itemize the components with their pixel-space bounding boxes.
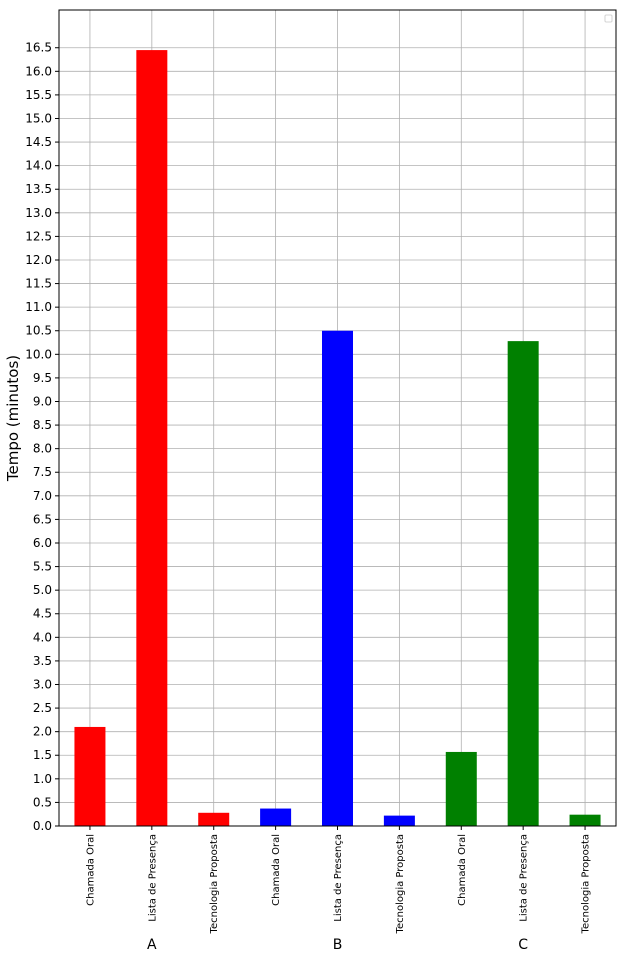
y-tick-label: 16.0 <box>25 64 52 78</box>
y-tick-label: 6.5 <box>33 512 52 526</box>
y-tick-label: 13.5 <box>25 182 52 196</box>
bar <box>198 812 230 826</box>
y-tick-label: 13.0 <box>25 206 52 220</box>
y-tick-label: 12.0 <box>25 253 52 267</box>
bar <box>383 815 415 826</box>
y-tick-label: 5.0 <box>33 583 52 597</box>
y-tick-label: 2.5 <box>33 701 52 715</box>
x-tick-label: Lista de Presença <box>147 834 158 922</box>
y-tick-label: 4.5 <box>33 607 52 621</box>
y-tick-label: 11.5 <box>25 277 52 291</box>
y-tick-label: 1.0 <box>33 772 52 786</box>
y-tick-label: 14.5 <box>25 135 52 149</box>
legend-box <box>604 14 613 23</box>
y-tick-label: 10.5 <box>25 324 52 338</box>
group-labels: A B C <box>147 937 528 953</box>
y-tick-label: 8.0 <box>33 442 52 456</box>
y-tick-label: 4.0 <box>33 630 52 644</box>
y-tick-label: 2.0 <box>33 725 52 739</box>
y-axis-ticks: 0.0 0.5 1.0 1.5 2.0 2.5 3.0 3.5 4.0 4.5 5.0 5.5 6.0 6… <box>25 41 59 833</box>
bars-layer <box>74 50 601 827</box>
x-tick-label: Chamada Oral <box>271 834 282 906</box>
x-tick-label: Lista de Presença <box>333 834 344 922</box>
y-tick-label: 15.5 <box>25 88 52 102</box>
bar <box>445 751 477 826</box>
group-label: C <box>518 937 528 953</box>
y-tick-label: 12.5 <box>25 229 52 243</box>
y-tick-label: 3.5 <box>33 654 52 668</box>
x-tick-label: Tecnologia Proposta <box>395 834 406 934</box>
x-tick-label: Tecnologia Proposta <box>581 834 592 934</box>
bar <box>569 814 601 826</box>
y-tick-label: 1.5 <box>33 748 52 762</box>
bar <box>74 726 106 826</box>
y-tick-label: 8.5 <box>33 418 52 432</box>
bar <box>136 50 168 827</box>
y-tick-label: 9.5 <box>33 371 52 385</box>
y-tick-label: 0.0 <box>33 819 52 833</box>
y-tick-label: 11.0 <box>25 300 52 314</box>
y-tick-label: 7.0 <box>33 489 52 503</box>
bar <box>322 330 353 826</box>
x-tick-label: Chamada Oral <box>457 834 468 906</box>
x-tick-label: Tecnologia Proposta <box>209 834 220 934</box>
y-tick-label: 7.5 <box>33 465 52 479</box>
y-tick-label: 15.0 <box>25 111 52 125</box>
y-axis-label: Tempo (minutos) <box>4 355 22 482</box>
y-tick-label: 10.0 <box>25 347 52 361</box>
x-axis-ticks: Chamada Oral Lista de Presença Tecnologia … <box>85 826 592 934</box>
y-tick-label: 6.0 <box>33 536 52 550</box>
y-tick-label: 14.0 <box>25 159 52 173</box>
y-tick-label: 5.5 <box>33 560 52 574</box>
bar <box>507 341 539 826</box>
bar <box>260 808 292 826</box>
x-tick-label: Chamada Oral <box>85 834 96 906</box>
y-tick-label: 0.5 <box>33 795 52 809</box>
y-tick-label: 16.5 <box>25 41 52 55</box>
x-tick-label: Lista de Presença <box>519 834 530 922</box>
y-tick-label: 9.0 <box>33 394 52 408</box>
group-label: B <box>333 937 343 953</box>
y-tick-label: 3.0 <box>33 677 52 691</box>
group-label: A <box>147 937 157 953</box>
